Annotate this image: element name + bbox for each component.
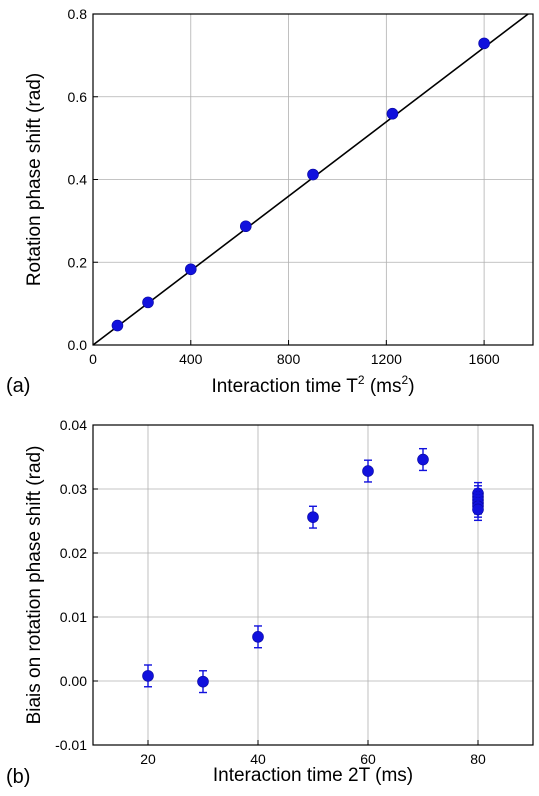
a-y-tick-label-3: 0.6 — [68, 89, 88, 105]
panel-b-chart: 20 40 60 80 -0.01 0.00 0.01 0.02 0.03 0.04 Biais … — [6, 417, 534, 788]
a-x-tick-label-4: 1600 — [469, 351, 500, 367]
a-data-point-6 — [478, 37, 490, 50]
a-x-tick-label-0: 0 — [89, 351, 97, 367]
a-y-tick-label-1: 0.2 — [68, 254, 88, 270]
b-y-tick-label-4: 0.03 — [60, 481, 87, 497]
panel-a-x-label-close: ) — [408, 376, 414, 397]
b-y-tick-label-0: -0.01 — [55, 737, 87, 753]
panel-b-y-axis-label: Biais on rotation phase shift (rad) — [24, 446, 45, 725]
b-data-point-1 — [197, 675, 209, 688]
panel-b-data-marks — [142, 447, 484, 694]
b-x-tick-label-3: 80 — [470, 751, 486, 767]
b-y-tick-label-3: 0.02 — [60, 545, 87, 561]
b-x-tick-label-0: 20 — [140, 751, 156, 767]
a-data-point-2 — [184, 263, 197, 276]
b-data-point-2 — [252, 631, 264, 643]
panel-a-y-axis-label: Rotation phase shift (rad) — [24, 73, 45, 286]
a-data-point-1 — [142, 296, 154, 309]
b-y-tick-label-1: 0.00 — [60, 673, 87, 689]
a-x-tick-label-2: 800 — [277, 351, 301, 367]
b-data-point-5 — [417, 453, 429, 466]
a-data-point-5 — [386, 107, 399, 120]
panel-b-label: (b) — [6, 766, 30, 788]
panel-a-x-label-tail-sup: 2 — [402, 373, 409, 387]
b-x-tick-label-2: 60 — [360, 751, 376, 767]
panel-a-x-label-main: Interaction time T — [211, 376, 358, 397]
a-y-tick-label-2: 0.4 — [68, 172, 88, 188]
panel-b-plot-frame — [92, 424, 534, 746]
panel-a-data-marks — [92, 13, 529, 346]
b-x-tick-label-1: 40 — [250, 751, 266, 767]
a-data-point-4 — [307, 168, 319, 181]
a-x-tick-label-3: 1200 — [371, 351, 402, 367]
panel-a-x-label-sup: 2 — [358, 373, 365, 387]
b-data-point-3 — [307, 511, 319, 523]
a-x-tick-label-1: 400 — [179, 351, 203, 367]
panel-a-chart: 0 400 800 1200 1600 0.0 0.2 0.4 0.6 0.8 Rotation … — [6, 6, 534, 397]
b-y-tick-label-5: 0.04 — [60, 417, 87, 433]
a-y-tick-label-4: 0.8 — [68, 6, 88, 22]
panel-b-x-axis-label: Interaction time 2T (ms) — [213, 765, 413, 786]
b-y-tick-label-2: 0.01 — [60, 609, 87, 625]
panel-a-label: (a) — [6, 375, 30, 397]
panel-a-x-axis-label: Interaction time T2 (ms2) — [211, 373, 414, 397]
a-y-tick-label-0: 0.0 — [68, 337, 88, 353]
b-data-point-11 — [472, 503, 484, 516]
a-data-point-0 — [111, 319, 124, 332]
panel-a-x-label-tail: (ms — [365, 376, 402, 397]
panel-a-ticks: 0 400 800 1200 1600 0.0 0.2 0.4 0.6 0.8 — [68, 6, 500, 367]
b-data-point-4 — [362, 465, 374, 477]
a-data-point-3 — [239, 220, 252, 233]
panel-b-ticks: 20 40 60 80 -0.01 0.00 0.01 0.02 0.03 0.04 — [55, 417, 486, 767]
b-data-point-0 — [142, 670, 154, 682]
panel-b-grid — [93, 424, 533, 746]
